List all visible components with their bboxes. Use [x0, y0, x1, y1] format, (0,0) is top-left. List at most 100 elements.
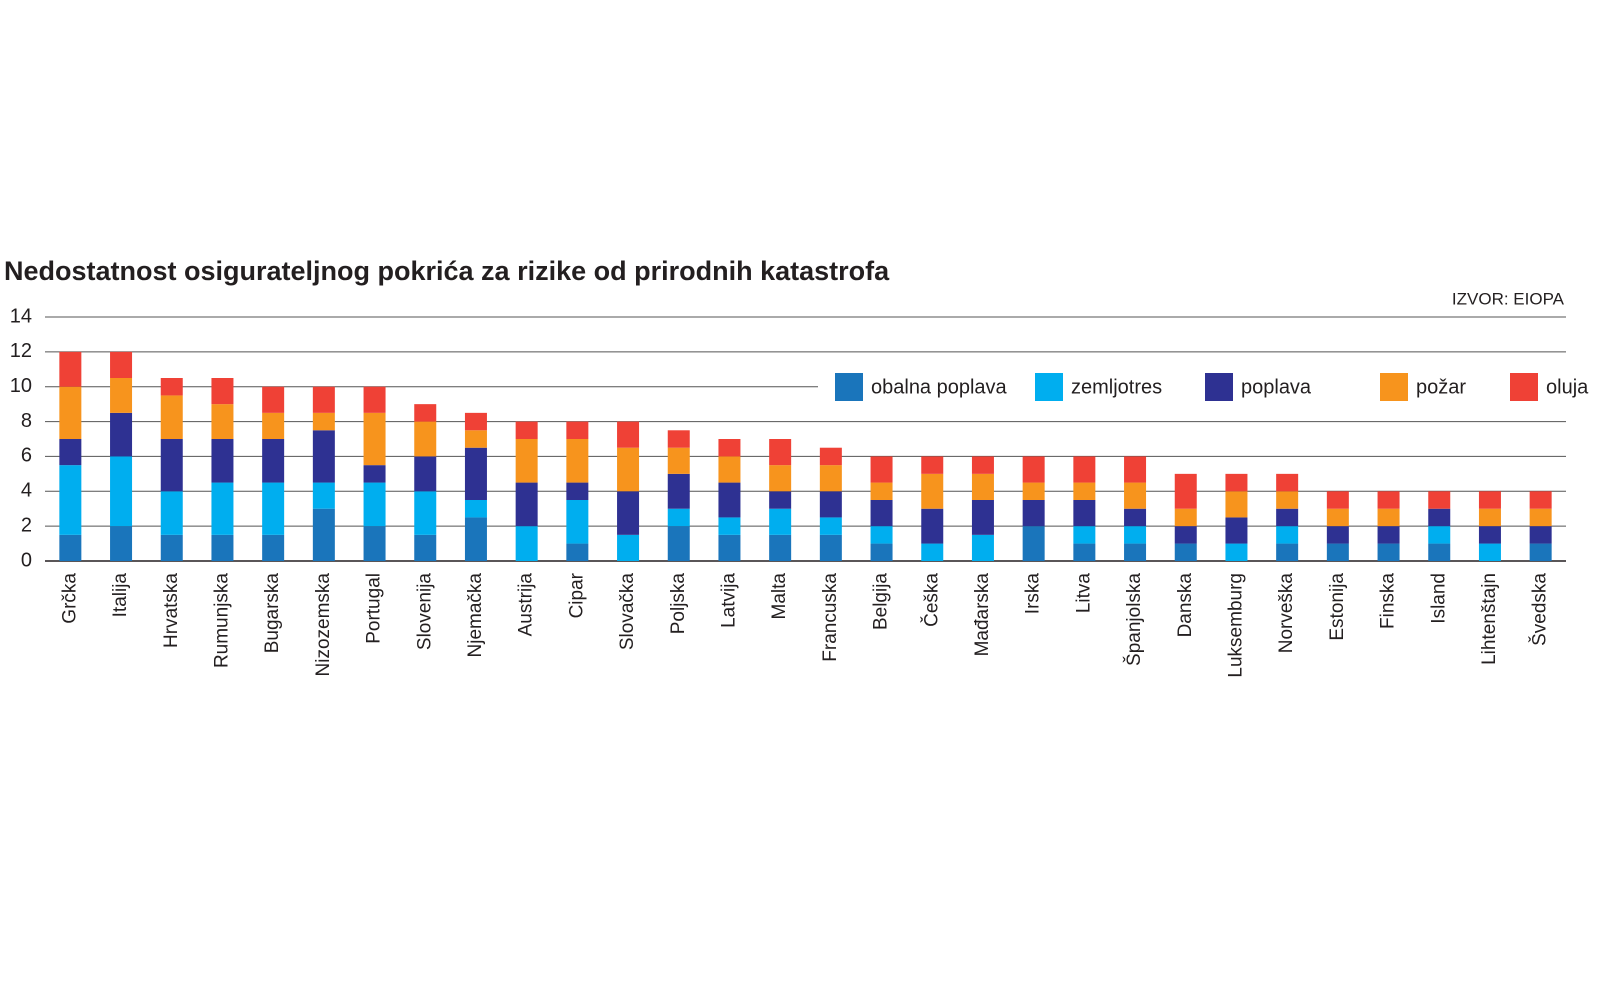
bar-segment: [819, 491, 842, 518]
x-tick-label: Češka: [920, 573, 942, 627]
bar-segment: [1225, 473, 1248, 492]
bar-segment: [718, 517, 741, 535]
x-tick-label: Cipar: [566, 572, 587, 618]
bar-segment: [160, 378, 183, 396]
bar-segment: [515, 421, 538, 439]
bar-segment: [211, 439, 234, 483]
bar-segment: [1124, 526, 1147, 544]
bar-segment: [667, 526, 690, 561]
legend-label: poplava: [1241, 376, 1312, 398]
legend-swatch: [835, 373, 863, 401]
bar-segment: [921, 543, 944, 561]
bar-segment: [617, 447, 640, 492]
bar-segment: [718, 456, 741, 483]
bar-segment: [971, 473, 994, 500]
bar-segment: [515, 526, 538, 561]
bar-segment: [769, 491, 792, 509]
chart-title: Nedostatnost osigurateljnog pokrića za r…: [4, 256, 890, 286]
bar-segment: [1073, 543, 1096, 561]
x-tick-label: Italija: [110, 573, 131, 618]
bar-segment: [1276, 508, 1299, 527]
bar-segment: [1022, 500, 1045, 527]
x-tick-label: Španjolska: [1123, 573, 1145, 666]
bar-segment: [718, 439, 741, 457]
bar-segment: [1326, 526, 1349, 544]
x-tick-label: Lihtenštajn: [1479, 573, 1500, 665]
x-tick-label: Norveška: [1276, 573, 1297, 654]
bar-segment: [1276, 526, 1299, 544]
bar-segment: [312, 430, 335, 483]
bar-segment: [262, 439, 285, 483]
x-tick-label: Litva: [1073, 573, 1094, 614]
bar-segment: [262, 386, 285, 413]
bar-segment: [211, 534, 234, 561]
bar-segment: [1022, 482, 1045, 500]
bar-segment: [1225, 543, 1248, 561]
bar-segment: [870, 482, 893, 500]
bar-segment: [1529, 508, 1552, 527]
bar-segment: [110, 378, 133, 413]
bar-segment: [160, 491, 183, 535]
bar-segment: [1124, 543, 1147, 561]
legend-label: zemljotres: [1071, 376, 1162, 398]
bar-segment: [1478, 491, 1501, 509]
bar-segment: [262, 534, 285, 561]
x-tick-label: Poljska: [668, 573, 689, 635]
bar-segment: [566, 482, 589, 500]
y-tick-label: 0: [21, 549, 32, 571]
x-tick-label: Grčka: [59, 573, 80, 624]
bar-segment: [1174, 526, 1197, 544]
bar-segment: [1174, 543, 1197, 561]
bar-segment: [414, 456, 437, 492]
bar-segment: [971, 500, 994, 535]
bar-segment: [363, 465, 386, 483]
bar-segment: [59, 439, 82, 466]
bar-segment: [1377, 543, 1400, 561]
bar-segment: [718, 534, 741, 561]
x-tick-label: Estonija: [1327, 573, 1348, 641]
bar-segment: [1124, 456, 1147, 483]
bar-segment: [1225, 491, 1248, 518]
bar-segment: [921, 473, 944, 509]
bar-segment: [110, 351, 133, 378]
bar-segment: [160, 439, 183, 492]
bar-segment: [1022, 526, 1045, 561]
bar-segment: [464, 517, 487, 561]
bar-segment: [363, 526, 386, 561]
bar-segment: [617, 491, 640, 535]
x-tick-label: Mađarska: [972, 573, 993, 657]
bar-segment: [515, 439, 538, 483]
bar-segment: [819, 517, 842, 535]
legend-swatch: [1035, 373, 1063, 401]
bar-segment: [921, 508, 944, 544]
x-tick-label: Njemačka: [465, 573, 486, 658]
bar-segment: [1377, 526, 1400, 544]
bar-segment: [819, 534, 842, 561]
y-tick-label: 12: [10, 340, 32, 362]
bar-segment: [363, 386, 386, 413]
bar-segment: [59, 534, 82, 561]
x-tick-label: Rumunjska: [211, 573, 232, 668]
y-tick-label: 4: [21, 480, 32, 502]
bar-segment: [1326, 543, 1349, 561]
y-tick-label: 6: [21, 445, 32, 467]
bar-segment: [566, 543, 589, 561]
bar-segment: [1225, 517, 1248, 544]
bar-segment: [1428, 526, 1451, 544]
source: IZVOR: EIOPA: [1452, 289, 1565, 308]
bar-segment: [1326, 508, 1349, 527]
bar-segment: [312, 508, 335, 561]
x-tick-label: Island: [1428, 573, 1449, 624]
bar-segment: [1276, 473, 1299, 492]
bar-segment: [211, 404, 234, 439]
bar-segment: [667, 508, 690, 527]
bar-segment: [414, 404, 437, 422]
bar-segment: [414, 491, 437, 535]
bar-segment: [819, 465, 842, 492]
bar-segment: [110, 412, 133, 457]
bar-segment: [921, 456, 944, 474]
bar-segment: [110, 526, 133, 561]
bar-segment: [1428, 508, 1451, 527]
x-tick-label: Slovačka: [617, 573, 638, 651]
